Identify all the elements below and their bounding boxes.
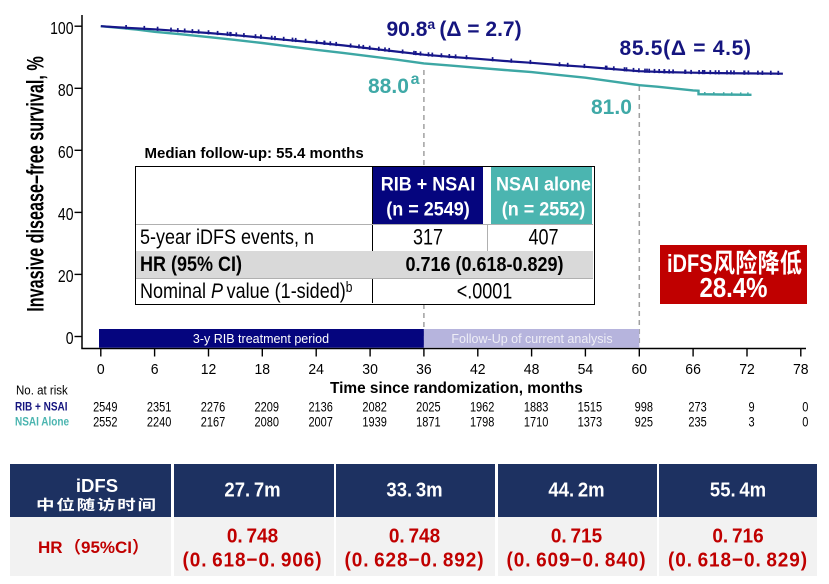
svg-text:95%CI: 95%CI: [81, 539, 132, 557]
svg-text:28.4%: 28.4%: [699, 274, 767, 304]
svg-text:Follow-Up of current analysis: Follow-Up of current analysis: [451, 332, 612, 346]
svg-text:HR: HR: [38, 539, 63, 557]
svg-text:iDFS: iDFS: [667, 250, 713, 278]
svg-text:3-y RIB treatment period: 3-y RIB treatment period: [193, 332, 329, 346]
